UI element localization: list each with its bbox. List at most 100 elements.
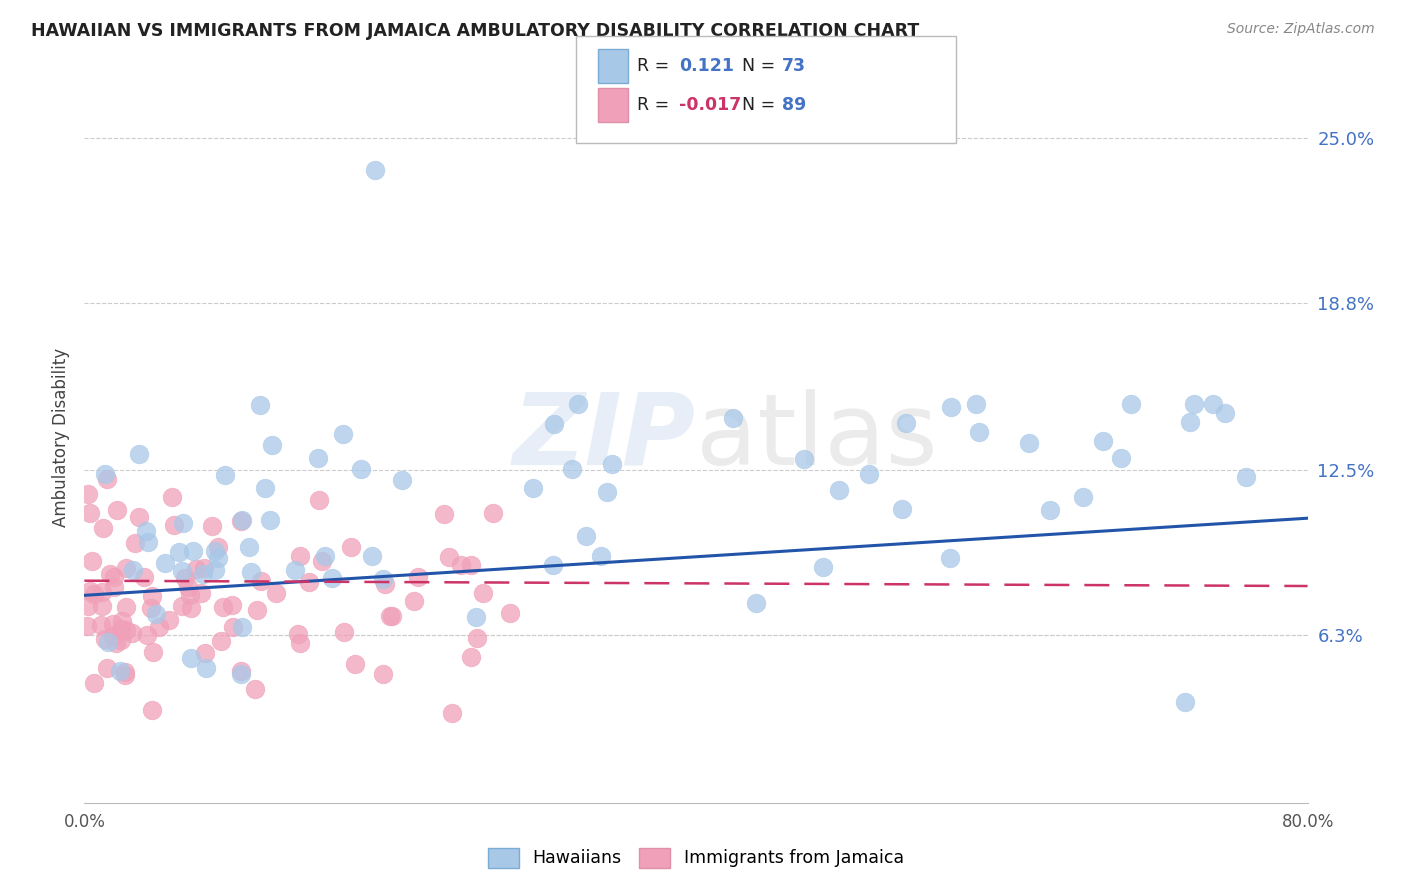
Point	[98, 566, 121, 581]
Point	[858, 467, 880, 481]
Point	[177, 580, 200, 594]
Point	[104, 636, 127, 650]
Point	[153, 556, 176, 570]
Point	[721, 411, 744, 425]
Point	[128, 447, 150, 461]
Point	[115, 600, 138, 615]
Text: 0.121: 0.121	[679, 57, 734, 75]
Point	[238, 540, 260, 554]
Point	[1071, 491, 1094, 505]
Point	[591, 549, 613, 563]
Point	[94, 467, 117, 481]
Point	[543, 417, 565, 431]
Point	[128, 510, 150, 524]
Point	[1119, 397, 1142, 411]
Point	[965, 397, 987, 411]
Point	[254, 481, 277, 495]
Point	[231, 620, 253, 634]
Point	[402, 594, 425, 608]
Point	[440, 706, 463, 720]
Point	[1178, 415, 1201, 429]
Point	[332, 427, 354, 442]
Point	[108, 664, 131, 678]
Point	[124, 536, 146, 550]
Point	[181, 543, 204, 558]
Point	[204, 563, 226, 577]
Point	[287, 627, 309, 641]
Point	[231, 515, 253, 529]
Point	[207, 541, 229, 555]
Point	[541, 558, 564, 572]
Text: N =: N =	[742, 96, 782, 114]
Point	[180, 601, 202, 615]
Text: -0.017: -0.017	[679, 96, 741, 114]
Point	[212, 600, 235, 615]
Point	[110, 622, 132, 636]
Point	[339, 540, 361, 554]
Point	[229, 667, 252, 681]
Point	[249, 398, 271, 412]
Legend: Hawaiians, Immigrants from Jamaica: Hawaiians, Immigrants from Jamaica	[481, 840, 911, 874]
Point	[298, 575, 321, 590]
Point	[79, 583, 101, 598]
Point	[575, 529, 598, 543]
Point	[110, 633, 132, 648]
Point	[288, 636, 311, 650]
Point	[111, 614, 134, 628]
Point	[114, 665, 136, 680]
Point	[121, 563, 143, 577]
Point	[321, 571, 343, 585]
Point	[172, 564, 194, 578]
Point	[308, 493, 330, 508]
Point	[231, 513, 253, 527]
Point	[136, 535, 159, 549]
Point	[374, 576, 396, 591]
Point	[207, 550, 229, 565]
Point	[967, 425, 990, 439]
Point	[939, 550, 962, 565]
Point	[83, 676, 105, 690]
Text: R =: R =	[637, 96, 675, 114]
Point	[460, 558, 482, 572]
Point	[239, 565, 262, 579]
Point	[828, 483, 851, 498]
Point	[83, 587, 105, 601]
Point	[891, 501, 914, 516]
Point	[167, 545, 190, 559]
Text: ZIP: ZIP	[513, 389, 696, 485]
Point	[332, 625, 354, 640]
Point	[1018, 435, 1040, 450]
Point	[793, 451, 815, 466]
Point	[284, 563, 307, 577]
Y-axis label: Ambulatory Disability: Ambulatory Disability	[52, 348, 70, 526]
Point	[103, 580, 125, 594]
Point	[162, 491, 184, 505]
Point	[1234, 470, 1257, 484]
Point	[567, 397, 589, 411]
Point	[141, 589, 163, 603]
Point	[134, 569, 156, 583]
Point	[811, 559, 834, 574]
Text: N =: N =	[742, 57, 782, 75]
Point	[184, 562, 207, 576]
Text: 73: 73	[782, 57, 806, 75]
Point	[250, 574, 273, 588]
Point	[136, 628, 159, 642]
Text: R =: R =	[637, 57, 675, 75]
Point	[1109, 450, 1132, 465]
Point	[141, 703, 163, 717]
Point	[76, 619, 98, 633]
Point	[180, 651, 202, 665]
Point	[264, 585, 287, 599]
Point	[499, 606, 522, 620]
Text: 89: 89	[782, 96, 806, 114]
Point	[194, 646, 217, 660]
Point	[406, 569, 429, 583]
Point	[371, 667, 394, 681]
Point	[145, 607, 167, 621]
Point	[157, 613, 180, 627]
Point	[465, 631, 488, 645]
Point	[201, 519, 224, 533]
Point	[91, 599, 114, 613]
Point	[214, 468, 236, 483]
